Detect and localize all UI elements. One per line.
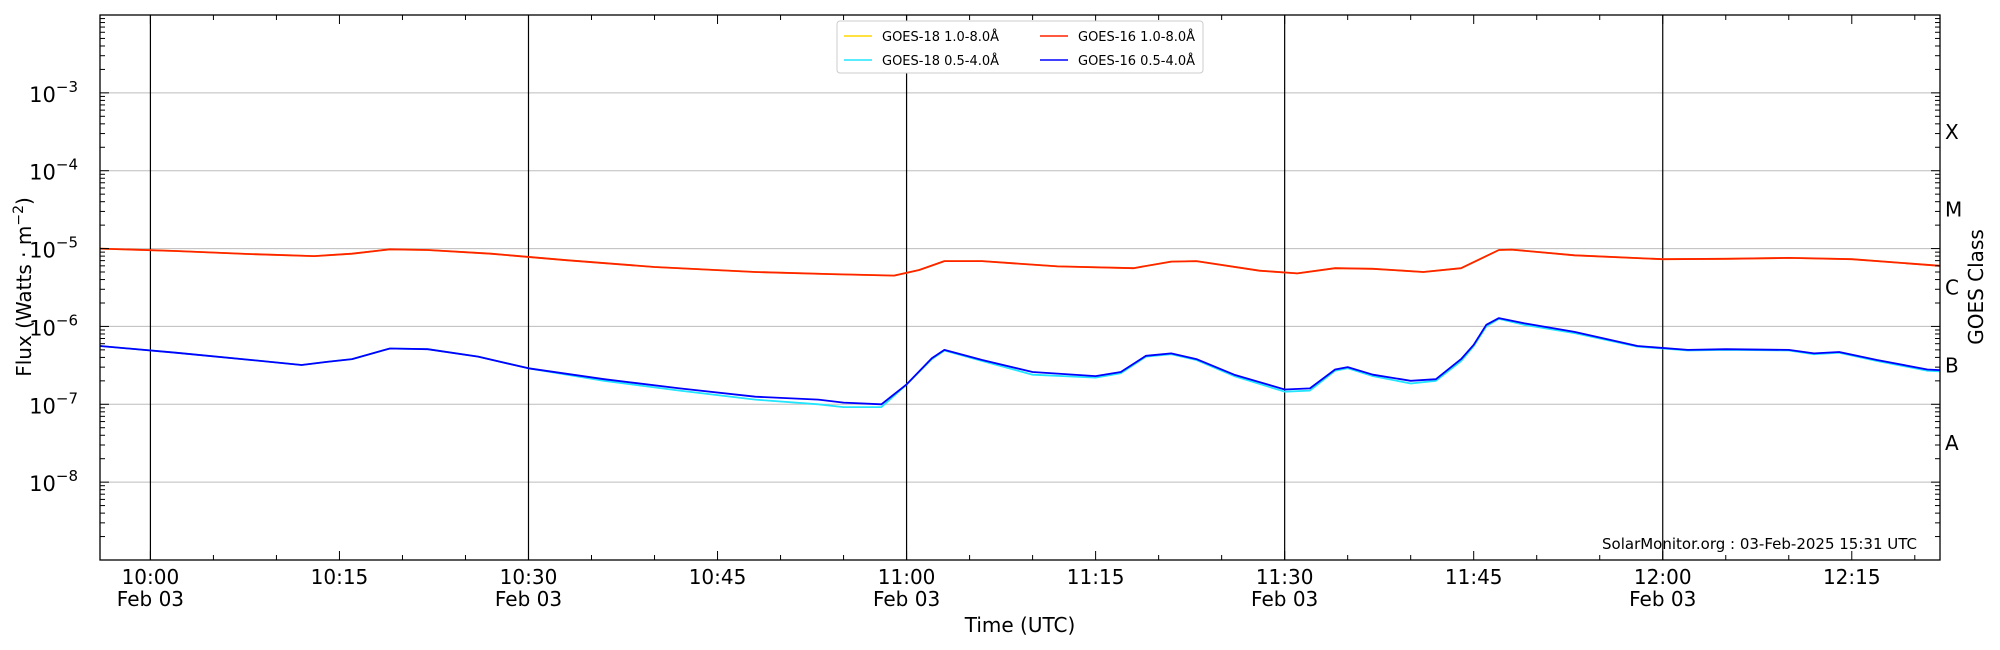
time-marker-lines [149, 15, 1664, 560]
legend-box [836, 20, 1204, 74]
y-tick-base: 10 [29, 316, 56, 340]
y-axis-ticks: 10−810−710−610−510−410−3 [29, 18, 1940, 561]
y-axis-label: Flux (Watts · m−2) [11, 197, 36, 377]
y-tick-base: 10 [29, 161, 56, 185]
x-tick-date-label: Feb 03 [117, 587, 184, 611]
y-axis-label-text: Flux (Watts · m [12, 226, 36, 377]
grid-lines [100, 92, 1940, 483]
y-tick-base: 10 [29, 83, 56, 107]
x-tick-label: 11:45 [1445, 565, 1503, 589]
right-axis-label: GOES Class [1964, 229, 1988, 345]
y-tick-base: 10 [29, 472, 56, 496]
y-tick-label: 10−6 [29, 311, 78, 340]
x-axis-label: Time (UTC) [964, 613, 1076, 637]
y-tick-exponent: −6 [56, 311, 78, 329]
plot-frame [99, 14, 1941, 561]
x-tick-label: 11:30 [1256, 565, 1314, 589]
y-axis-label-exponent: −2 [11, 205, 27, 226]
plot-background [100, 15, 1940, 560]
series-line [99, 247, 1941, 277]
y-tick-exponent: −8 [56, 467, 78, 485]
x-tick-label: 10:45 [689, 565, 747, 589]
goes-class-label: B [1945, 353, 1959, 377]
x-tick-label: 12:00 [1634, 565, 1692, 589]
legend: GOES-18 1.0-8.0Å GOES-18 0.5-4.0Å GOES-16 … [836, 20, 1204, 74]
x-tick-date-label: Feb 03 [495, 587, 562, 611]
goes-class-label: X [1945, 120, 1959, 144]
goes-class-label: M [1945, 198, 1962, 222]
x-tick-label: 10:15 [311, 565, 369, 589]
y-tick-exponent: −4 [56, 156, 78, 174]
y-tick-label: 10−7 [29, 389, 78, 418]
series-line [99, 317, 1941, 406]
x-tick-label: 11:15 [1067, 565, 1125, 589]
y-tick-label: 10−3 [29, 78, 78, 107]
x-tick-date-label: Feb 03 [1251, 587, 1318, 611]
x-tick-label: 10:30 [500, 565, 558, 589]
x-tick-date-label: Feb 03 [873, 587, 940, 611]
y-tick-label: 10−5 [29, 234, 78, 263]
y-axis-label-close: ) [12, 197, 36, 205]
y-tick-exponent: −5 [56, 234, 78, 252]
source-annotation: SolarMonitor.org : 03-Feb-2025 15:31 UTC [1602, 535, 1917, 553]
goes-class-labels: A B C M X [1945, 120, 1962, 455]
legend-label: GOES-18 1.0-8.0Å [882, 29, 999, 45]
y-tick-exponent: −7 [56, 389, 78, 407]
x-tick-date-label: Feb 03 [1629, 587, 1696, 611]
data-series [99, 247, 1941, 408]
x-tick-label: 11:00 [878, 565, 936, 589]
x-tick-label: 12:15 [1823, 565, 1881, 589]
goes-class-label: A [1945, 431, 1959, 455]
legend-label: GOES-16 1.0-8.0Å [1078, 29, 1195, 45]
goes-class-label: C [1945, 276, 1959, 300]
legend-label: GOES-16 0.5-4.0Å [1078, 53, 1195, 69]
legend-label: GOES-18 0.5-4.0Å [882, 53, 999, 69]
y-tick-exponent: −3 [56, 78, 78, 96]
y-tick-label: 10−8 [29, 467, 78, 496]
x-tick-label: 10:00 [122, 565, 180, 589]
y-tick-label: 10−4 [29, 156, 78, 185]
y-tick-base: 10 [29, 239, 56, 263]
y-tick-base: 10 [29, 394, 56, 418]
